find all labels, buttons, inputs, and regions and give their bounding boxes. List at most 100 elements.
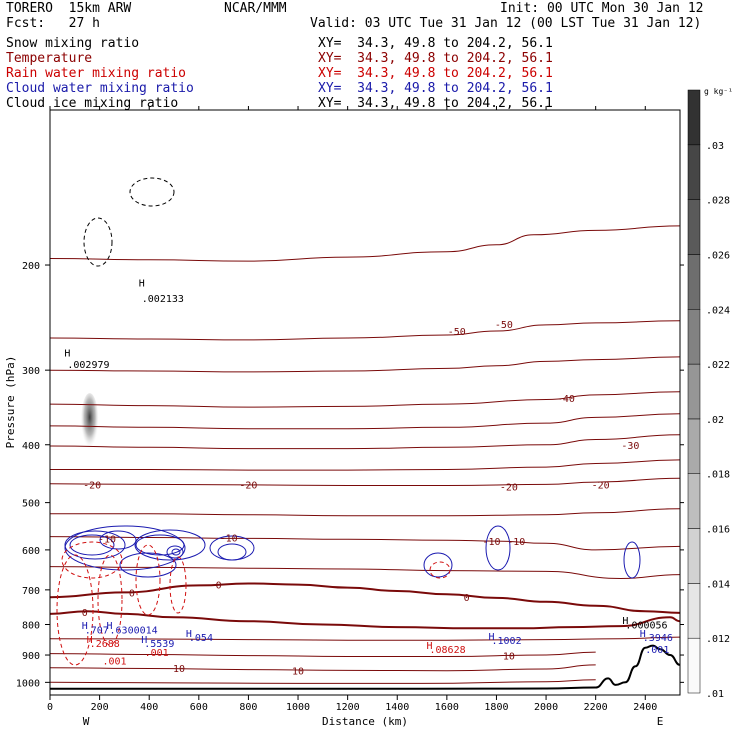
cloud-water-max-value: .054 [189, 633, 213, 644]
isotherm [50, 651, 596, 658]
isotherm-label: -20 [239, 480, 257, 491]
cloud-water-max-value: .001 [645, 645, 669, 656]
isotherm [50, 536, 680, 551]
cloud-water-contour [423, 552, 453, 578]
colorbar-swatch [687, 309, 701, 365]
snow-contour [129, 177, 175, 207]
colorbar-swatch [687, 144, 701, 200]
field-cloudice-name: Cloud ice mixing ratio [6, 96, 179, 111]
x-tick-label: 1800 [484, 702, 508, 713]
snow-max-value: .002979 [67, 360, 109, 371]
field-snow-name: Snow mixing ratio [6, 36, 140, 51]
isotherm-label: -10 [98, 534, 116, 545]
y-tick-label: 900 [22, 651, 40, 662]
cloud-water-contour [485, 525, 511, 571]
x-tick-label: 1200 [336, 702, 360, 713]
cloud-water-max-marker: H [488, 632, 494, 643]
field-cloudwater-xy: XY= 34.3, 49.8 to 204.2, 56.1 [318, 81, 553, 96]
rain-max-marker: H [426, 641, 432, 652]
isotherm [50, 477, 680, 487]
field-temp-name: Temperature [6, 51, 93, 66]
isotherm-label: -50 [495, 320, 513, 331]
cloud-water-contour [69, 534, 115, 556]
y-tick-label: 700 [22, 586, 40, 597]
header-model: TORERO 15km ARW [6, 1, 132, 16]
x-tick-label: 400 [140, 702, 158, 713]
west-label: W [83, 715, 90, 728]
x-axis-title: Distance (km) [322, 715, 408, 728]
cloud-water-contour [64, 525, 186, 571]
isotherm-label: -30 [621, 441, 639, 452]
colorbar-tick-label: .02 [706, 415, 724, 426]
snow-max-shading [80, 393, 99, 454]
east-label: E [657, 715, 664, 728]
y-tick-label: 200 [22, 261, 40, 272]
isotherm [50, 508, 680, 517]
isotherm-label: 0 [82, 608, 88, 619]
isotherm-label: -50 [448, 327, 466, 338]
colorbar-swatch [687, 473, 701, 529]
isotherm [50, 582, 680, 614]
rain-max-marker: H [87, 635, 93, 646]
isotherm [50, 413, 680, 430]
rain-contour [429, 561, 451, 579]
temperature-isotherms [50, 225, 680, 684]
isotherm-label: -40 [557, 394, 575, 405]
cloud-water-max-value: .707 [85, 625, 109, 636]
cloud-contours [56, 177, 641, 666]
colorbar-swatch [687, 637, 701, 694]
x-tick-label: 2200 [584, 702, 608, 713]
isotherm [50, 679, 596, 684]
rain-contour [97, 554, 123, 646]
cloud-water-contour [119, 552, 177, 578]
rain-contour-label: .001 [102, 657, 126, 668]
cloud-ice-max-marker: H [622, 616, 628, 627]
colorbar-tick-label: .028 [706, 196, 730, 207]
isotherm-label: 0 [216, 581, 222, 592]
colorbar-tick-label: .03 [706, 141, 724, 152]
rain-contour [56, 554, 94, 666]
colorbar-swatch [687, 254, 701, 310]
cloud-water-max-value: .6300014 [110, 625, 158, 636]
header-valid: Valid: 03 UTC Tue 31 Jan 12 (00 LST Tue … [310, 16, 702, 31]
isotherm [50, 434, 680, 450]
field-rain-xy: XY= 34.3, 49.8 to 204.2, 56.1 [318, 66, 553, 81]
snow-shading [80, 393, 99, 454]
y-tick-label: 1000 [16, 678, 40, 689]
snow-max-marker: H [64, 348, 70, 359]
x-tick-label: 200 [91, 702, 109, 713]
isotherm-label: -20 [592, 480, 610, 491]
cloud-water-max-marker: H [107, 621, 113, 632]
isotherm-label: 10 [173, 664, 185, 675]
x-tick-label: 0 [47, 702, 53, 713]
isotherm-label: -20 [83, 480, 101, 491]
isotherm [50, 636, 680, 641]
x-tick-label: 2000 [534, 702, 558, 713]
isotherm-label: -20 [500, 483, 518, 494]
isotherm [50, 566, 680, 580]
y-tick-label: 600 [22, 546, 40, 557]
colorbar-tick-label: .014 [706, 579, 730, 590]
cloud-water-max-value: .5539 [144, 639, 174, 650]
cloud-water-contour [99, 530, 137, 550]
isotherm-label: -10 [220, 533, 238, 544]
cloud-water-max-value: .1002 [491, 636, 521, 647]
cloud-water-max-marker: H [186, 629, 192, 640]
contour-labels: -50 -50 -40 -30 -20 -20 -20 -20 -10 -10 -10 -10 0 0 0 0… [64, 279, 673, 678]
colorbar-swatch [687, 418, 701, 474]
colorbar-swatch [687, 583, 701, 639]
snow-max-value: .002133 [142, 294, 184, 305]
x-tick-label: 600 [190, 702, 208, 713]
snow-contour [83, 217, 113, 267]
x-tick-label: 1400 [385, 702, 409, 713]
cloud-water-max-value: .3946 [643, 633, 673, 644]
isotherm [50, 610, 680, 630]
colorbar-swatch [687, 363, 701, 420]
isotherm [50, 225, 680, 262]
y-tick-label: 800 [22, 620, 40, 631]
colorbar-tick-label: .026 [706, 250, 730, 261]
y-tick-label: 500 [22, 499, 40, 510]
rain-max-value: .08628 [429, 645, 465, 656]
colorbar-unit: g kg⁻¹ [704, 87, 733, 96]
